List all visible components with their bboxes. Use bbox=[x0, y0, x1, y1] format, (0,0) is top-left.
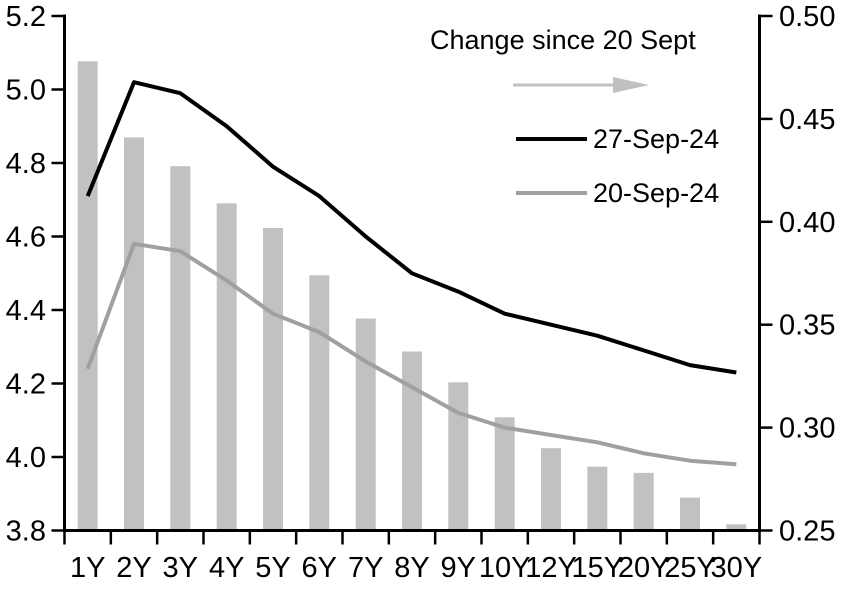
left-axis-label-4.8: 4.8 bbox=[6, 148, 46, 180]
bar-change-20Y bbox=[633, 472, 654, 531]
right-axis-label-0.40: 0.40 bbox=[779, 207, 835, 239]
left-axis-label-4.4: 4.4 bbox=[6, 295, 46, 327]
bar-change-1Y bbox=[77, 61, 98, 531]
bar-change-2Y bbox=[124, 137, 144, 531]
left-axis-label-4.2: 4.2 bbox=[6, 369, 46, 401]
x-axis-label-12Y: 12Y bbox=[525, 552, 577, 584]
bar-change-9Y bbox=[448, 382, 469, 531]
bar-change-12Y bbox=[541, 448, 561, 531]
right-axis-label-0.50: 0.50 bbox=[779, 1, 835, 33]
bar-change-15Y bbox=[587, 466, 608, 531]
x-axis-label-8Y: 8Y bbox=[394, 552, 429, 584]
bar-change-6Y bbox=[309, 275, 330, 531]
left-axis-label-3.8: 3.8 bbox=[6, 516, 46, 548]
x-axis-label-9Y: 9Y bbox=[441, 552, 476, 584]
x-axis-label-4Y: 4Y bbox=[209, 552, 244, 584]
right-axis-label-0.45: 0.45 bbox=[779, 104, 835, 136]
x-axis-label-20Y: 20Y bbox=[618, 552, 670, 584]
bar-change-8Y bbox=[402, 351, 422, 531]
bar-change-7Y bbox=[355, 318, 376, 531]
line-20-sep-24 bbox=[85, 241, 737, 467]
line-27-sep-24 bbox=[85, 80, 737, 375]
right-axis-label-0.25: 0.25 bbox=[779, 516, 835, 548]
x-axis-label-15Y: 15Y bbox=[571, 552, 623, 584]
bar-change-10Y bbox=[494, 417, 515, 531]
x-axis-label-10Y: 10Y bbox=[479, 552, 531, 584]
bar-change-25Y bbox=[680, 497, 700, 531]
right-axis-label-0.30: 0.30 bbox=[779, 413, 835, 445]
x-axis-label-2Y: 2Y bbox=[116, 552, 151, 584]
bar-change-4Y bbox=[216, 203, 237, 531]
x-axis-label-30Y: 30Y bbox=[710, 552, 762, 584]
left-axis-label-4.6: 4.6 bbox=[6, 222, 46, 254]
x-axis-label-3Y: 3Y bbox=[163, 552, 198, 584]
x-axis-label-25Y: 25Y bbox=[664, 552, 716, 584]
bar-change-5Y bbox=[263, 228, 283, 531]
left-axis-label-5.0: 5.0 bbox=[6, 75, 46, 107]
left-axis-label-4.0: 4.0 bbox=[6, 442, 46, 474]
right-axis-label-0.35: 0.35 bbox=[779, 310, 835, 342]
x-axis-label-7Y: 7Y bbox=[348, 552, 383, 584]
x-axis-label-5Y: 5Y bbox=[255, 552, 290, 584]
bar-change-3Y bbox=[170, 166, 191, 531]
bar-change-30Y bbox=[726, 524, 747, 531]
x-axis-label-1Y: 1Y bbox=[70, 552, 105, 584]
x-axis-label-6Y: 6Y bbox=[302, 552, 337, 584]
left-axis-label-5.2: 5.2 bbox=[6, 1, 46, 33]
